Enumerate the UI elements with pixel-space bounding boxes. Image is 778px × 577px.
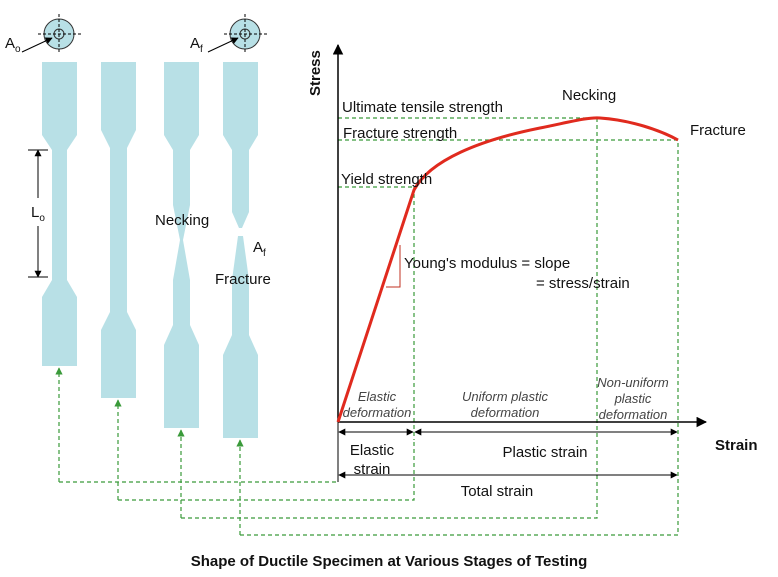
label-bg: [28, 198, 48, 226]
strain-label: Elastic: [350, 442, 395, 459]
area-final-label: Af: [190, 35, 203, 55]
necking-point-label: Necking: [562, 87, 616, 104]
specimen-fractured-top: [223, 62, 258, 228]
region-label: Non-uniform: [597, 375, 669, 390]
fracture-label: Fracture: [215, 271, 271, 288]
subscript: f: [263, 248, 266, 259]
uts-label: Ultimate tensile strength: [342, 99, 503, 116]
gauge-length-label: Lo: [31, 204, 45, 224]
symbol: A: [5, 35, 15, 52]
subscript: f: [200, 44, 203, 55]
symbol: L: [31, 204, 39, 221]
strain-label: Total strain: [461, 483, 534, 500]
fracture-point-label: Fracture: [690, 122, 746, 139]
specimen-original: [42, 62, 77, 366]
subscript: o: [15, 44, 21, 55]
symbol: A: [190, 35, 200, 52]
region-label: plastic: [614, 391, 652, 406]
x-axis-label: Strain: [715, 437, 758, 454]
region-label: deformation: [599, 407, 668, 422]
necking-label: Necking: [155, 212, 209, 229]
subscript: o: [39, 213, 45, 224]
slope-triangle: [386, 245, 401, 288]
symbol: A: [253, 239, 263, 256]
cross-section-final: [207, 14, 268, 54]
strain-label: Plastic strain: [502, 444, 587, 461]
region-label: deformation: [343, 405, 412, 420]
region-label: Elastic: [358, 389, 397, 404]
fracture-area-label: Af: [253, 239, 266, 259]
specimen-necked: [164, 62, 199, 428]
modulus-label: = stress/strain: [536, 275, 630, 292]
fracture-strength-label: Fracture strength: [343, 125, 457, 142]
cross-section-original: [21, 14, 82, 54]
caption: Shape of Ductile Specimen at Various Sta…: [191, 553, 587, 570]
region-label: deformation: [471, 405, 540, 420]
modulus-label: Young's modulus = slope: [404, 255, 570, 272]
specimen-elongated: [101, 62, 136, 398]
y-axis-label: Stress: [307, 50, 324, 96]
strain-label: strain: [354, 461, 391, 478]
yield-strength-label: Yield strength: [341, 171, 432, 188]
connector: [240, 140, 679, 536]
area-original-label: Ao: [5, 35, 21, 55]
region-label: Uniform plastic: [462, 389, 548, 404]
specimen-fractured-bottom: [223, 236, 258, 438]
stress-strain-curve: [336, 116, 679, 423]
connector: [118, 440, 415, 501]
connector: [181, 422, 598, 519]
